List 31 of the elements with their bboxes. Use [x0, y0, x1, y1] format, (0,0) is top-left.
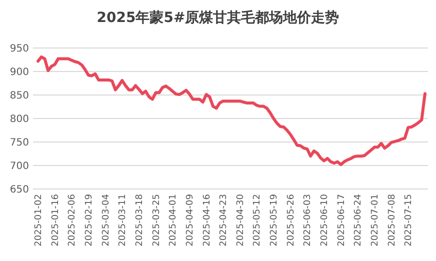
chart-title: 2025年蒙5#原煤甘其毛都场地价走势	[96, 9, 340, 26]
x-tick-label: 2025-06-24	[354, 194, 364, 246]
x-tick-label: 2025-04-30	[236, 194, 246, 246]
x-tick-label: 2025-04-16	[202, 194, 212, 246]
x-tick-label: 2025-05-12	[252, 194, 263, 246]
x-tick-label: 2025-03-18	[134, 194, 145, 246]
x-tick-label: 2025-07-08	[387, 194, 398, 246]
x-tick-label: 2025-04-01	[168, 194, 179, 246]
x-tick-label: 2025-03-11	[118, 194, 128, 246]
y-tick-label: 800	[10, 114, 29, 125]
x-tick-label: 2025-03-25	[152, 194, 162, 246]
y-tick-label: 650	[10, 184, 29, 196]
x-tick-label: 2025-06-10	[320, 194, 330, 246]
x-tick-label: 2025-07-15	[404, 194, 414, 246]
x-tick-label: 2025-02-19	[84, 194, 94, 246]
y-tick-label: 950	[10, 44, 29, 54]
x-tick-label: 2025-06-03	[303, 194, 314, 246]
x-tick-label: 2025-04-23	[219, 194, 230, 246]
x-tick-label: 2025-07-01	[370, 194, 381, 246]
x-tick-label: 2025-05-19	[270, 194, 280, 246]
x-tick-label: 2025-05-26	[286, 194, 296, 246]
y-tick-label: 700	[10, 161, 29, 172]
x-tick-label: 2025-04-09	[185, 194, 196, 246]
y-tick-label: 850	[10, 90, 29, 102]
x-tick-label: 2025-01-02	[34, 194, 44, 246]
x-tick-label: 2025-06-17	[336, 194, 347, 246]
x-tick-label: 2025-02-06	[68, 194, 78, 246]
x-tick-label: 2025-01-16	[50, 194, 61, 246]
x-tick-label: 2025-03-04	[101, 194, 112, 246]
y-tick-label: 900	[10, 67, 29, 78]
y-tick-label: 750	[10, 138, 29, 148]
